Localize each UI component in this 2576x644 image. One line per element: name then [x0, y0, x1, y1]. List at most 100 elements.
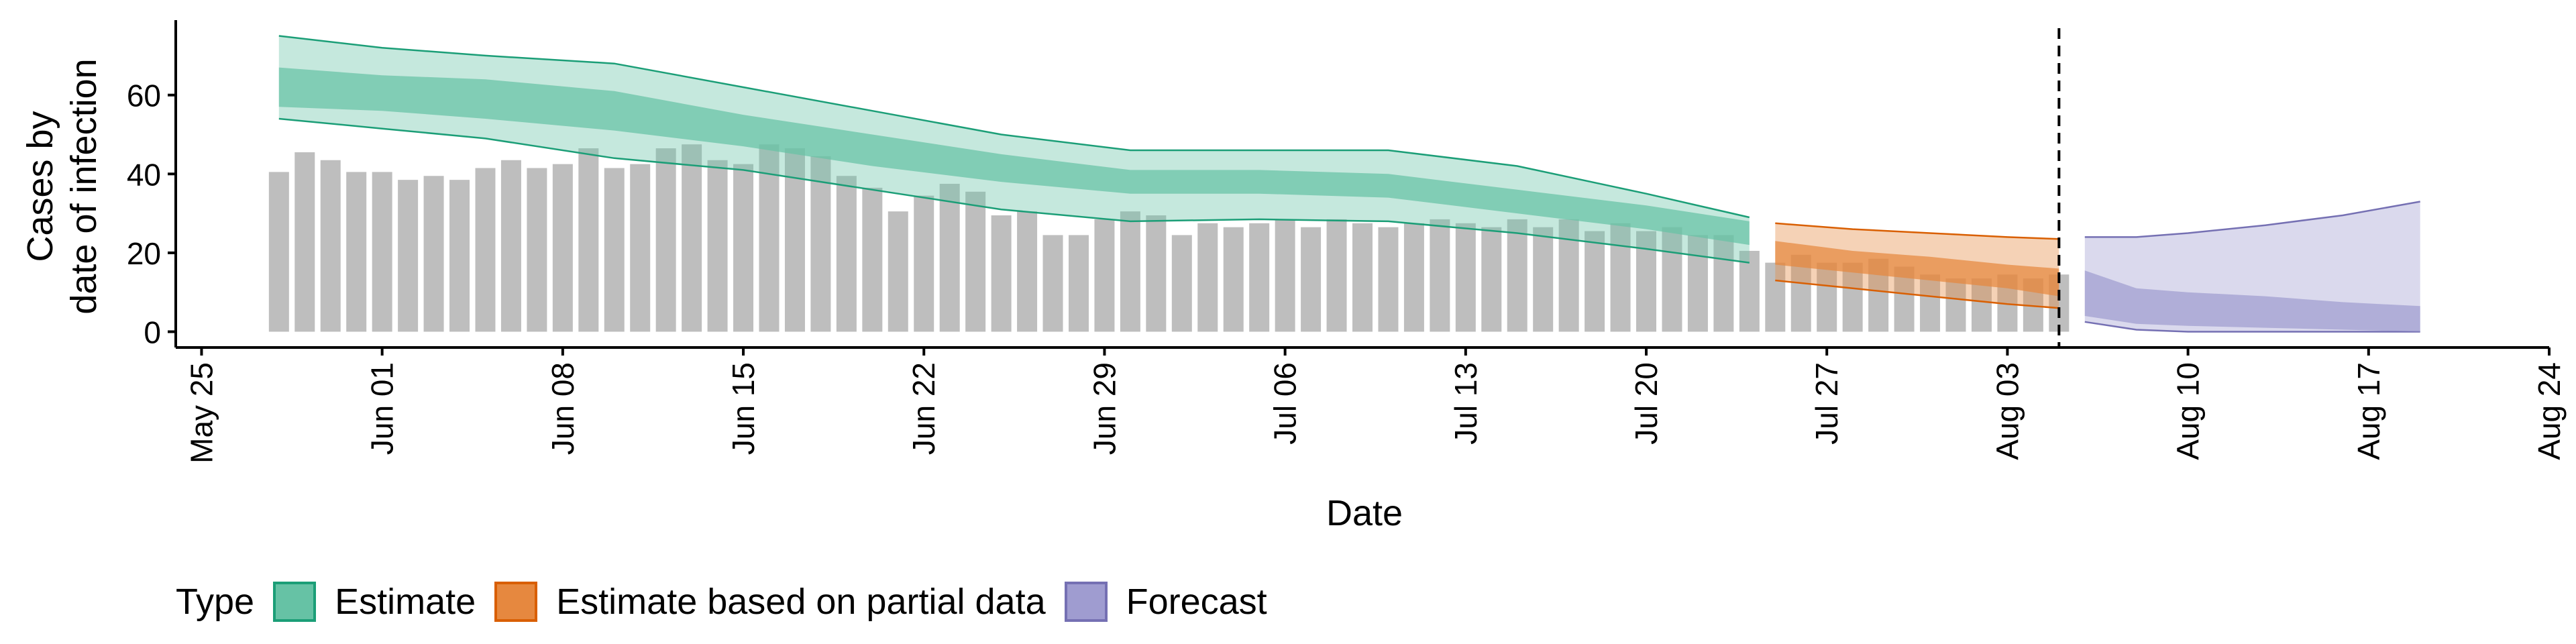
x-tick-label: Jul 13 — [1448, 362, 1483, 445]
forecast-inner-band — [2084, 270, 2420, 332]
x-axis-ticks: May 25 Jun 01 Jun 08 Jun 15 Jun 22 Jun 29 Jul … — [184, 347, 2567, 464]
ribbon-layer — [278, 35, 2420, 333]
y-tick-label: 0 — [144, 315, 161, 350]
x-tick-label: Jun 15 — [726, 362, 761, 455]
x-tick-label: Jul 20 — [1629, 362, 1664, 445]
case-bar — [1197, 223, 1218, 332]
x-tick-label: May 25 — [184, 362, 219, 464]
case-bar — [1326, 219, 1347, 332]
bar-layer — [268, 144, 2070, 332]
case-bar — [1713, 235, 1734, 332]
case-bar — [991, 215, 1012, 332]
case-bar — [475, 168, 496, 332]
forecast-lower-bound-line — [2084, 321, 2420, 333]
legend-label-partial-estimate: Estimate based on partial data — [556, 582, 1046, 622]
y-axis-ticks: 0 20 40 60 — [127, 78, 176, 350]
case-bar — [372, 172, 392, 332]
case-bar — [1920, 274, 1941, 332]
case-bar — [294, 152, 315, 332]
y-tick-label: 40 — [127, 157, 161, 192]
x-tick-label: Jul 06 — [1268, 362, 1303, 445]
case-bar — [914, 195, 934, 332]
x-tick-label: Aug 10 — [2171, 362, 2206, 460]
case-bar — [1662, 227, 1682, 332]
x-tick-label: Jul 27 — [1809, 362, 1844, 445]
legend-key-estimate — [273, 582, 317, 622]
x-tick-label: Jun 29 — [1087, 362, 1122, 455]
case-bar — [268, 172, 289, 332]
case-bar — [423, 176, 444, 332]
y-axis-label-line-2: date of infection — [64, 58, 104, 314]
case-bar — [888, 211, 908, 332]
case-bar — [1403, 223, 1424, 332]
case-bar — [320, 160, 341, 332]
case-bar — [1585, 231, 1605, 332]
x-tick-label: Jun 22 — [906, 362, 941, 455]
estimate-inner-band — [278, 67, 1750, 246]
legend-item-forecast: Forecast — [1064, 581, 1267, 623]
case-bar — [965, 191, 986, 332]
case-bar — [1094, 219, 1115, 332]
case-bar — [1971, 278, 1992, 332]
legend-key-forecast — [1064, 582, 1108, 622]
case-bar — [1378, 227, 1399, 332]
case-bar — [500, 160, 521, 332]
x-tick-label: Jun 01 — [365, 362, 400, 455]
y-tick-label: 20 — [127, 236, 161, 271]
estimate-based-on-partial-data-inner-band — [1775, 241, 2059, 297]
forecast-upper-bound-line — [2084, 201, 2420, 238]
legend-label-estimate: Estimate — [335, 582, 476, 622]
x-tick-label: Aug 03 — [1990, 362, 2025, 460]
case-bar — [655, 148, 676, 332]
case-bar — [733, 164, 754, 332]
case-bar — [1507, 219, 1527, 332]
legend-title: Type — [176, 582, 255, 622]
estimate-outer-band — [278, 36, 1750, 263]
case-bar — [836, 176, 857, 332]
case-bar — [1610, 223, 1631, 332]
legend-key-partial-estimate — [494, 582, 538, 622]
case-bar — [1068, 235, 1089, 332]
case-bar — [398, 180, 419, 332]
legend-label-forecast: Forecast — [1126, 582, 1267, 622]
case-bar — [1017, 211, 1038, 332]
case-bar — [578, 148, 599, 332]
x-tick-label: Aug 17 — [2351, 362, 2386, 460]
case-bar — [630, 164, 651, 332]
case-bar — [1945, 278, 1966, 332]
case-bar — [939, 184, 960, 332]
case-bar — [527, 168, 547, 332]
legend-item-partial-estimate: Estimate based on partial data — [494, 581, 1046, 623]
case-bar — [1352, 223, 1373, 332]
y-axis-label-line-1: Cases by — [20, 111, 60, 262]
case-bar — [1042, 235, 1063, 332]
legend-item-estimate: Estimate — [273, 581, 476, 623]
case-bar — [1765, 262, 1786, 332]
case-bar — [449, 180, 470, 332]
case-bar — [552, 164, 573, 332]
case-bar — [1687, 235, 1708, 332]
x-tick-label: Aug 24 — [2532, 362, 2567, 460]
case-bar — [346, 172, 367, 332]
case-bar — [1817, 262, 1837, 332]
estimate-upper-bound-line — [278, 35, 1750, 219]
case-bar — [1249, 223, 1270, 332]
x-tick-label: Jun 08 — [545, 362, 580, 455]
case-bar — [1120, 211, 1140, 332]
legend: Type Estimate Estimate based on partial … — [176, 578, 1286, 625]
case-bar — [604, 168, 625, 332]
case-bar — [1223, 227, 1244, 332]
case-bar — [1146, 215, 1167, 332]
case-bar — [1430, 219, 1450, 332]
case-bar — [707, 160, 728, 332]
case-bar — [1275, 219, 1295, 332]
case-bar — [1533, 227, 1554, 332]
case-bar — [1301, 227, 1322, 332]
y-tick-label: 60 — [127, 78, 161, 113]
case-bar — [810, 156, 831, 332]
case-bar — [1171, 235, 1192, 332]
x-axis-label: Date — [1326, 493, 1403, 533]
case-bar — [862, 187, 883, 332]
case-bar — [1842, 262, 1863, 332]
